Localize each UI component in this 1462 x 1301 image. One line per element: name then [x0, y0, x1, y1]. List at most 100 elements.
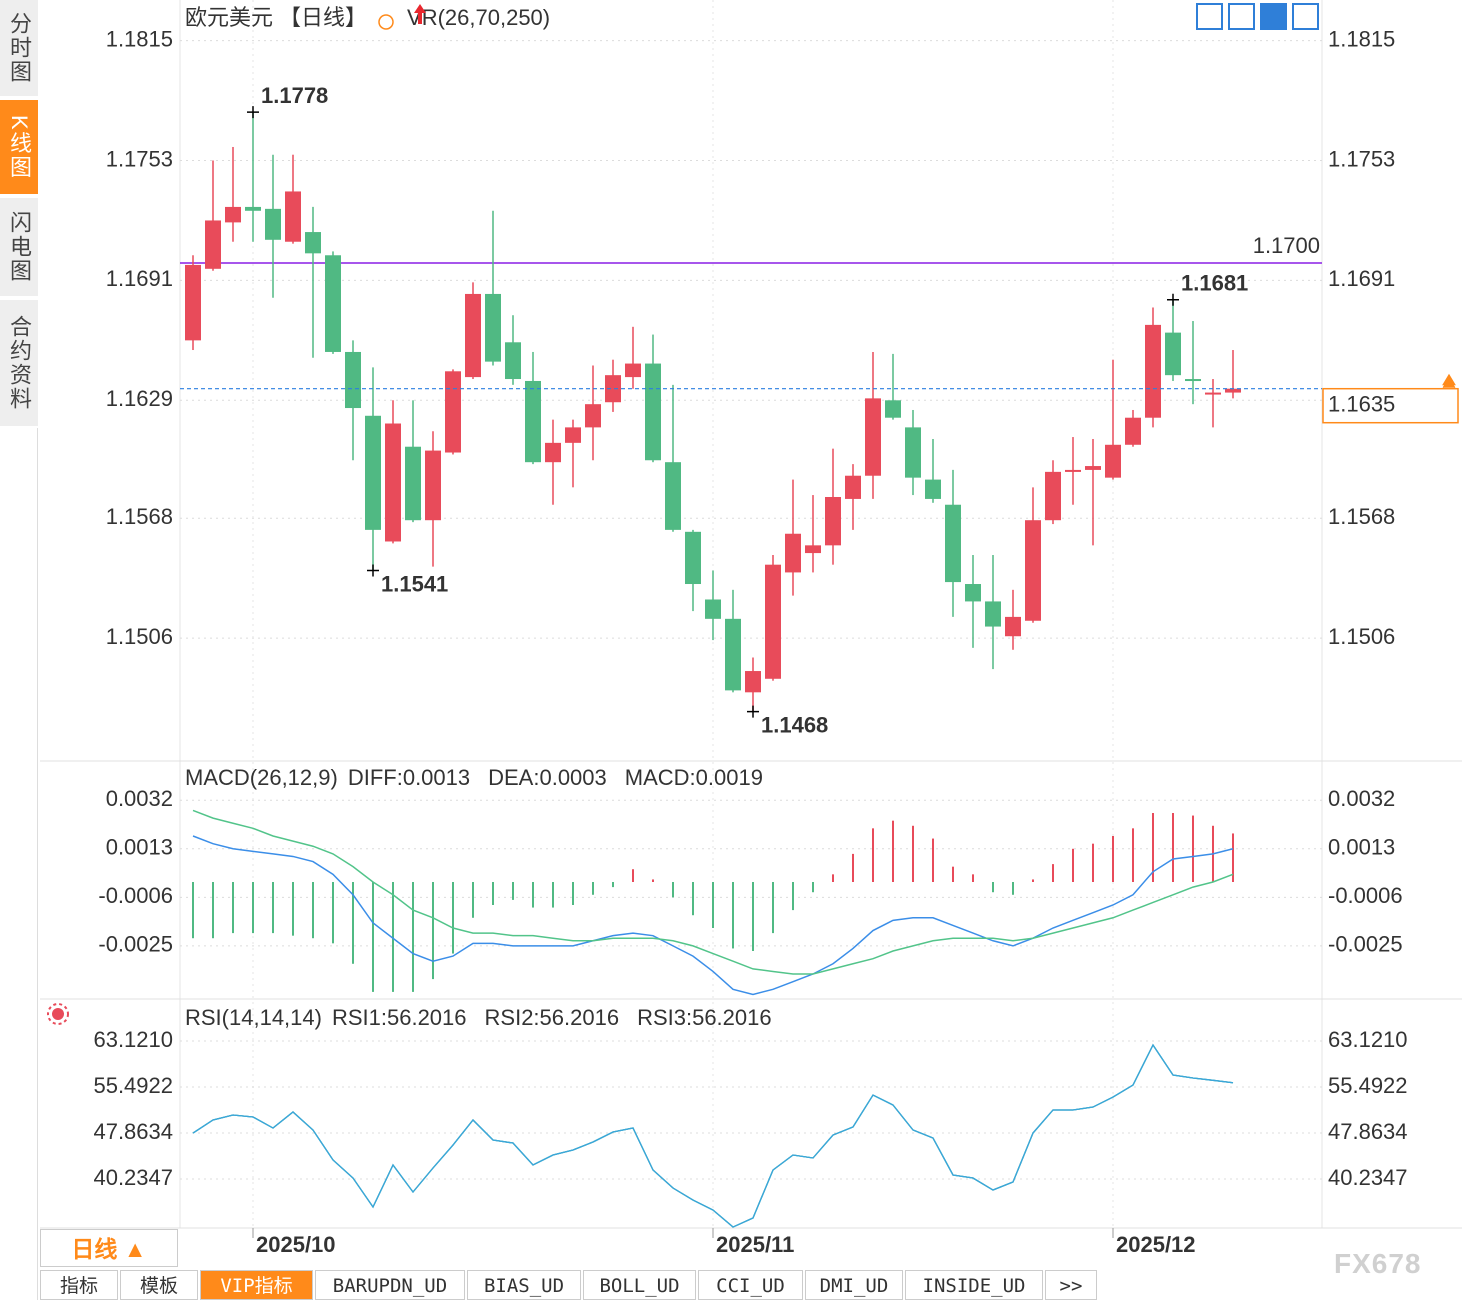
- period-button[interactable]: 日线 ▲: [40, 1229, 178, 1267]
- y-tick-label-right: 1.1568: [1328, 504, 1395, 529]
- tab[interactable]: INSIDE_UD: [905, 1270, 1043, 1300]
- legend-entry: DIFF:0.0013: [348, 765, 470, 790]
- legend-entry: MACD:0.0019: [625, 765, 763, 790]
- y-tick-label: -0.0025: [98, 932, 173, 957]
- y-tick-label: 0.0013: [106, 835, 173, 860]
- y-tick-label: 55.4922: [93, 1073, 173, 1098]
- arrow-icon: [414, 4, 426, 24]
- candle-body: [425, 450, 441, 521]
- side-tab[interactable]: K线图: [0, 100, 38, 196]
- chart-background: [38, 0, 1462, 1228]
- candle-body: [505, 342, 521, 380]
- last-price-label: 1.1635: [1328, 392, 1395, 417]
- candle-body: [1085, 466, 1101, 470]
- side-tab[interactable]: 分时图: [0, 0, 38, 98]
- side-tab[interactable]: 合约资料: [0, 300, 38, 428]
- candle-body: [925, 479, 941, 499]
- y-tick-label-right: -0.0006: [1328, 883, 1403, 908]
- legend-entry: RSI2:56.2016: [485, 1005, 620, 1030]
- indicator-label: VR(26,70,250): [407, 5, 550, 30]
- extreme-label: 1.1681: [1181, 271, 1248, 296]
- last-price-arrow: [1442, 373, 1456, 388]
- tab[interactable]: DMI_UD: [805, 1270, 903, 1300]
- candle-body: [705, 599, 721, 619]
- candle-body: [345, 351, 361, 409]
- candle-body: [1065, 469, 1081, 472]
- icon-bars[interactable]: [1260, 3, 1287, 30]
- candle-body: [545, 442, 561, 463]
- y-tick-label: -0.0006: [98, 883, 173, 908]
- tab-bar: 指标 模板 VIP指标 BARUPDN_UD BIAS_UD BOLL_UD CCI_UD D…: [40, 1270, 1099, 1300]
- candle-body: [225, 206, 241, 223]
- icon-crosshair[interactable]: [1196, 3, 1223, 30]
- candle-body: [1105, 444, 1121, 478]
- tab[interactable]: 指标: [40, 1270, 118, 1300]
- tab[interactable]: BOLL_UD: [583, 1270, 696, 1300]
- tab[interactable]: BIAS_UD: [467, 1270, 581, 1300]
- y-tick-label: 1.1568: [106, 504, 173, 529]
- indicator-line: [192, 835, 1234, 996]
- candle-body: [905, 427, 921, 478]
- y-tick-label: 47.8634: [93, 1119, 173, 1144]
- candle-body: [605, 375, 621, 403]
- rsi-icon: [47, 1003, 69, 1025]
- chart-title: 欧元美元: [185, 5, 273, 30]
- panel-title: RSI(14,14,14): [185, 1005, 322, 1030]
- add-icon: [378, 14, 394, 30]
- candle-body: [665, 462, 681, 530]
- extreme-label: 1.1541: [381, 571, 448, 596]
- candle-body: [785, 533, 801, 573]
- candle-body: [825, 496, 841, 546]
- y-tick-label-right: 55.4922: [1328, 1073, 1408, 1098]
- candle-body: [1125, 417, 1141, 445]
- candle-body: [305, 232, 321, 254]
- candle-body: [1205, 392, 1221, 395]
- extreme-marker: [1167, 293, 1179, 306]
- candle-body: [485, 293, 501, 362]
- extreme-label: 1.1778: [261, 83, 328, 108]
- candle-body: [245, 206, 261, 211]
- tab[interactable]: CCI_UD: [698, 1270, 803, 1300]
- y-tick-label-right: -0.0025: [1328, 932, 1403, 957]
- extreme-label: 1.1468: [761, 712, 828, 737]
- candle-body: [1185, 379, 1201, 382]
- candle-body: [1045, 471, 1061, 521]
- candle-body: [725, 618, 741, 691]
- y-tick-label-right: 63.1210: [1328, 1027, 1408, 1052]
- y-tick-label: 63.1210: [93, 1027, 173, 1052]
- last-price-box: [1322, 387, 1459, 424]
- candle-body: [185, 264, 201, 341]
- extreme-marker: [247, 106, 259, 119]
- candle-body: [1225, 388, 1241, 393]
- watermark: FX678: [1334, 1248, 1422, 1279]
- period-label: 【日线】: [279, 5, 367, 30]
- toolbar-icons[interactable]: [1196, 3, 1319, 30]
- rsi-line: [192, 1043, 1234, 1228]
- candle-body: [405, 446, 421, 521]
- candle-body: [465, 293, 481, 378]
- y-tick-label-right: 47.8634: [1328, 1119, 1408, 1144]
- reference-label: 1.1700: [1253, 233, 1320, 258]
- icon-forward[interactable]: [1292, 3, 1319, 30]
- y-tick-label-right: 1.1753: [1328, 146, 1395, 171]
- icon-zoom[interactable]: [1228, 3, 1255, 30]
- tab[interactable]: 模板: [120, 1270, 198, 1300]
- panel-title: MACD(26,12,9): [185, 765, 338, 790]
- tab[interactable]: >>: [1045, 1270, 1097, 1300]
- x-tick-label: 2025/11: [716, 1232, 794, 1257]
- candle-body: [685, 531, 701, 585]
- candle-body: [805, 545, 821, 554]
- y-tick-label: 1.1629: [106, 386, 173, 411]
- tab[interactable]: VIP指标: [200, 1270, 313, 1300]
- candle-body: [205, 220, 221, 269]
- candle-body: [965, 584, 981, 602]
- y-tick-label-right: 1.1506: [1328, 624, 1395, 649]
- candle-body: [385, 423, 401, 542]
- side-tab[interactable]: 闪电图: [0, 198, 38, 298]
- candle-body: [1165, 332, 1181, 376]
- tab[interactable]: BARUPDN_UD: [315, 1270, 465, 1300]
- x-tick-label: 2025/10: [256, 1232, 336, 1257]
- candle-body: [765, 564, 781, 679]
